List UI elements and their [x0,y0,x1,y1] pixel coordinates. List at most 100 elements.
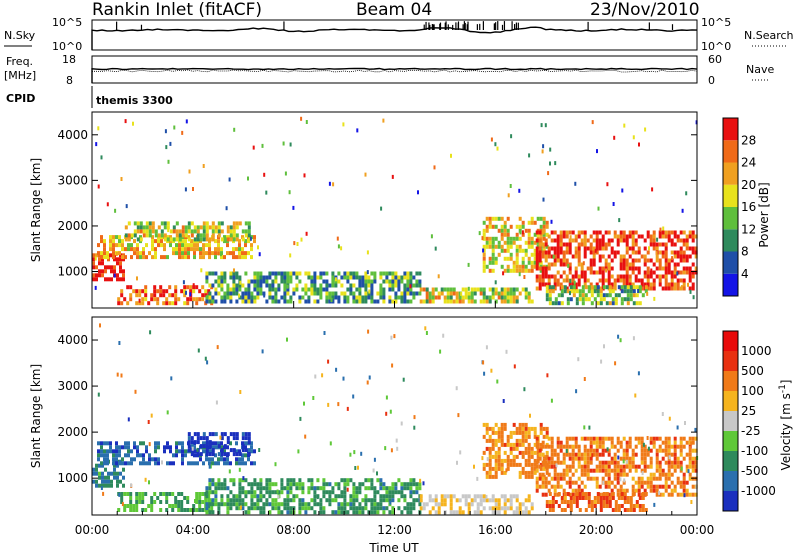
power-cell [406,275,410,280]
velocity-scatter-cell [505,468,508,473]
velocity-cell [443,502,447,507]
velocity-cell [667,436,671,441]
power-scatter-cell [328,181,331,186]
power-cell [676,238,680,243]
power-cell [121,243,124,248]
velocity-cell [488,434,492,439]
power-cell [598,254,602,259]
power-cell [253,279,257,284]
velocity-cell [470,502,474,507]
power-cell [98,261,101,266]
power-cell [676,286,680,291]
velocity-cell [322,510,326,515]
power-scatter-cell [125,204,128,209]
velocity-colorbar-swatch [723,391,738,411]
power-cell [661,254,665,259]
power-cell [196,225,200,230]
power-cell [491,244,495,249]
velocity-cell [506,454,510,459]
velocity-cell [601,468,605,473]
velocity-cell [217,452,221,457]
velocity-cell [503,442,507,447]
power-cell [688,286,692,291]
power-cell [658,262,662,267]
velocity-scatter-cell [690,441,693,446]
velocity-colorbar-label: Velocity [m s-1] [778,380,793,471]
velocity-scatter-cell [373,457,376,462]
power-cell [572,289,576,294]
power-cell [592,250,596,255]
velocity-cell [682,436,686,441]
power-cell [223,291,227,296]
power-cell [637,270,641,275]
velocity-cell [104,467,107,472]
velocity-cell [694,448,698,453]
velocity-cell [139,461,142,466]
power-cell [512,240,516,245]
velocity-cell [238,461,241,466]
velocity-cell [607,492,611,497]
power-cell [538,258,542,263]
velocity-cell [515,446,519,451]
velocity-cell [241,478,245,483]
velocity-cell [530,450,534,455]
power-cell [577,282,581,287]
power-scatter-cell [261,143,264,148]
power-cell [556,238,560,243]
velocity-cell [664,444,668,449]
power-cell [559,234,563,239]
power-scatter-cell [382,118,385,123]
velocity-cell [641,504,645,508]
velocity-cell [370,510,374,515]
power-cell [542,244,546,249]
power-cell [634,274,638,279]
power-cell [190,233,194,238]
velocity-cell [112,449,115,454]
velocity-cell [169,449,172,454]
velocity-cell [527,442,531,447]
velocity-cell [313,494,317,499]
power-cell [148,221,152,226]
velocity-cell [370,478,374,483]
power-cell [238,251,241,256]
velocity-cell [199,457,202,462]
power-cell [550,230,554,235]
velocity-cell [157,461,160,466]
velocity-cell [488,466,492,471]
velocity-cell [664,472,668,477]
power-cell [123,297,127,302]
velocity-cell [638,504,642,508]
power-cell [310,291,314,296]
power-cell [113,265,116,270]
velocity-cell [691,468,695,473]
power-cell [584,285,588,290]
velocity-cell [403,486,407,491]
velocity-cell [449,506,453,511]
velocity-cell [497,466,501,471]
power-cell [685,254,689,259]
velocity-cell [220,452,224,457]
power-cell [95,265,98,270]
power-cell [673,266,677,271]
velocity-cell [316,478,320,483]
power-scatter-cell [169,141,172,146]
velocity-cell [154,461,157,466]
velocity-cell [247,510,251,515]
velocity-cell [262,510,266,515]
power-cell [509,287,513,292]
power-cell [622,278,626,283]
power-cell [232,255,235,260]
power-cell [515,268,519,273]
power-cell [506,268,510,273]
power-cell [412,295,416,300]
power-cell [244,299,248,304]
velocity-colorbar-tick-label: -500 [741,464,768,478]
velocity-cell [560,496,564,500]
x-tick-label: 00:00 [680,523,715,537]
velocity-cell [506,458,510,463]
power-scatter-cell [366,250,369,255]
power-cell [571,282,575,287]
power-cell [403,271,407,276]
power-cell [208,247,211,252]
power-cell [148,251,151,256]
